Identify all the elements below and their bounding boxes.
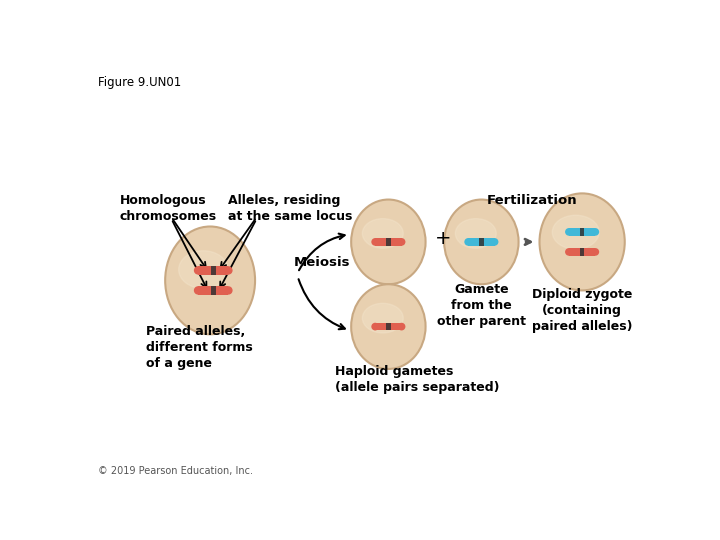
Bar [386,238,390,246]
Ellipse shape [351,200,426,284]
Bar [375,238,402,246]
Circle shape [464,238,472,246]
Circle shape [565,248,573,256]
Text: © 2019 Pearson Education, Inc.: © 2019 Pearson Education, Inc. [98,466,253,476]
Circle shape [565,228,573,236]
Circle shape [194,286,202,295]
Ellipse shape [362,303,403,333]
Text: Gamete
from the
other parent: Gamete from the other parent [437,283,526,328]
Ellipse shape [179,251,228,288]
Circle shape [224,286,233,295]
Circle shape [194,266,202,275]
Bar [569,248,595,256]
Bar [580,248,584,256]
Circle shape [372,323,379,330]
Ellipse shape [552,215,599,249]
Bar [211,266,215,275]
Ellipse shape [444,200,518,284]
Circle shape [397,238,405,246]
Text: Paired alleles,
different forms
of a gene: Paired alleles, different forms of a gen… [145,325,253,370]
Bar [468,238,495,246]
Bar [211,286,215,295]
Ellipse shape [351,284,426,369]
Text: Homologous
chromosomes: Homologous chromosomes [120,194,217,223]
Circle shape [397,323,405,330]
Text: Figure 9.UN01: Figure 9.UN01 [98,76,181,89]
Bar [198,286,228,295]
Text: Alleles, residing
at the same locus: Alleles, residing at the same locus [228,194,352,223]
Bar [198,266,228,275]
Circle shape [224,266,233,275]
Ellipse shape [455,219,496,248]
Bar [386,323,390,330]
Text: Haploid gametes
(allele pairs separated): Haploid gametes (allele pairs separated) [335,365,500,394]
Circle shape [591,248,599,256]
Ellipse shape [165,226,255,334]
Ellipse shape [539,193,625,291]
Bar [375,323,402,330]
Circle shape [372,238,379,246]
Circle shape [591,228,599,236]
Circle shape [490,238,498,246]
Bar [480,238,484,246]
Text: Meiosis: Meiosis [294,256,351,269]
Text: Diploid zygote
(containing
paired alleles): Diploid zygote (containing paired allele… [532,288,632,333]
Text: +: + [435,230,451,248]
Ellipse shape [362,219,403,248]
Bar [580,228,584,236]
Text: Fertilization: Fertilization [487,194,578,207]
Bar [569,228,595,236]
